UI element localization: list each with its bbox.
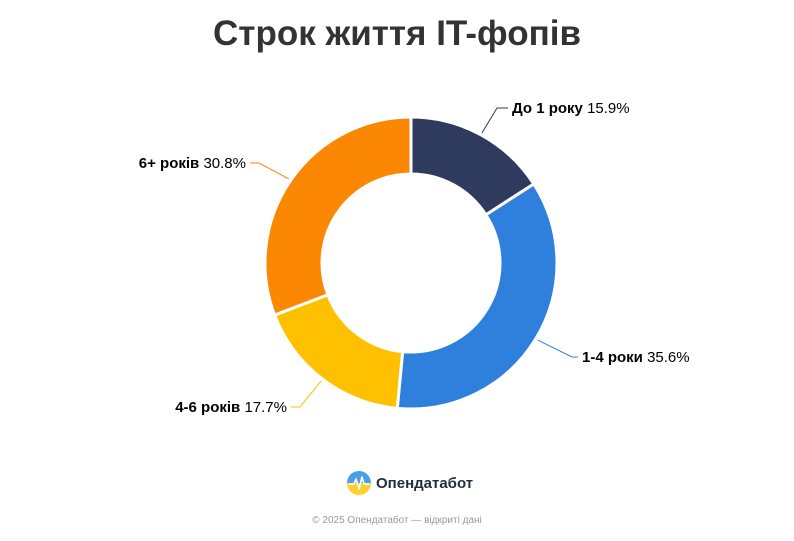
slice-label-value: 30.8% [203, 155, 246, 172]
slice-label-name: 4-6 років [175, 399, 244, 416]
slice-label-3: 4-6 років 17.7% [175, 399, 287, 416]
donut-slices [263, 115, 559, 411]
slice-label-2: 1-4 роки 35.6% [582, 349, 690, 366]
slice-label-1: До 1 року 15.9% [512, 100, 630, 117]
chart-title: Строк життя IT-фопів [213, 14, 581, 53]
footer-credit: © 2025 Опендатабот — відкриті дані [312, 515, 482, 526]
label-leader-lines [250, 107, 578, 408]
leader-line-1 [481, 107, 508, 134]
leader-line-4 [250, 162, 290, 180]
brand-name: Опендатабот [376, 474, 474, 492]
slice-label-name: До 1 року [512, 100, 587, 117]
slice-labels: До 1 року 15.9% 1-4 роки 35.6% 4-6 років 1… [139, 100, 690, 416]
slice-label-name: 1-4 роки [582, 349, 647, 366]
slice-label-value: 15.9% [587, 100, 630, 117]
donut-slice-2 [395, 182, 559, 411]
leader-line-3 [291, 380, 322, 408]
slice-label-name: 6+ років [139, 155, 204, 172]
donut-slice-3 [273, 293, 405, 410]
opendatabot-logo-icon [347, 471, 371, 495]
slice-label-value: 35.6% [647, 349, 690, 366]
slice-label-4: 6+ років 30.8% [139, 155, 246, 172]
brand-logo: Опендатабот [346, 469, 473, 497]
leader-line-2 [537, 339, 578, 358]
donut-slice-4 [263, 115, 413, 317]
slice-label-value: 17.7% [244, 399, 287, 416]
